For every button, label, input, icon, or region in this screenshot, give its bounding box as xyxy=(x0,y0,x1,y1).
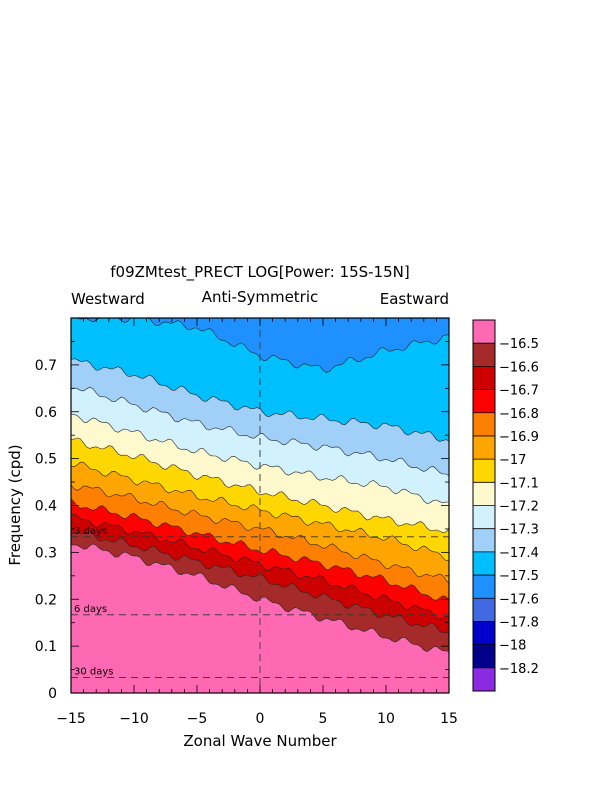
colorbar-label-10: −17.4 xyxy=(499,546,539,561)
x-tick-label: 15 xyxy=(440,711,458,727)
y-tick-labels: 0 0.1 0.2 0.3 0.4 0.5 0.6 0.7 xyxy=(35,358,57,702)
x-axis-label: Zonal Wave Number xyxy=(183,732,337,750)
colorbar-swatch-3 xyxy=(473,366,495,390)
y-axis-label: Frequency (cpd) xyxy=(6,444,24,565)
contour-band-9 xyxy=(71,387,449,504)
x-tick-label: 5 xyxy=(319,711,328,727)
colorbar-swatch-9 xyxy=(473,505,495,529)
y-tick-label: 0.5 xyxy=(35,452,57,468)
y-tick-label: 0.4 xyxy=(35,499,57,515)
x-tick-label: 10 xyxy=(377,711,395,727)
colorbar-label-5: −16.9 xyxy=(499,430,539,445)
reference-lines: 3 days 6 days 30 days xyxy=(71,526,449,678)
y-tick-label: 0.1 xyxy=(35,639,57,655)
x-tick-label: −15 xyxy=(56,711,86,727)
colorbar-swatch-1 xyxy=(473,320,495,344)
y-tick-label: 0.3 xyxy=(35,545,57,561)
colorbar-label-4: −16.8 xyxy=(499,407,539,422)
reference-label-1: 3 days xyxy=(74,526,107,537)
y-tick-label: 0.7 xyxy=(35,358,57,374)
contour-line-7 xyxy=(71,437,449,533)
contour-line-6 xyxy=(71,461,449,562)
colorbar-swatch-15 xyxy=(473,644,495,669)
chart-title: f09ZMtest_PRECT LOG[Power: 15S-15N] xyxy=(110,263,409,282)
colorbar-label-1: −16.5 xyxy=(499,337,539,352)
eastward-label: Eastward xyxy=(380,290,449,308)
colorbar-label-11: −17.5 xyxy=(499,569,539,584)
colorbar: −16.5 −16.6 −16.7 −16.8 −16.9 −17 −17.1 −17.2 −1… xyxy=(472,319,539,692)
westward-label: Westward xyxy=(71,290,145,308)
contour-line-9 xyxy=(71,386,449,476)
colorbar-label-9: −17.3 xyxy=(499,523,539,538)
x-tick-label: −10 xyxy=(119,711,149,727)
colorbar-swatch-7 xyxy=(473,459,495,483)
colorbar-label-8: −17.2 xyxy=(499,500,539,515)
colorbar-label-12: −17.6 xyxy=(499,592,539,607)
reference-label-3: 30 days xyxy=(74,666,114,677)
colorbar-swatch-11 xyxy=(473,551,495,576)
chart-subtitle: Anti-Symmetric xyxy=(202,288,319,306)
colorbar-swatch-16 xyxy=(473,667,495,692)
x-tick-label: −5 xyxy=(187,711,208,727)
colorbar-label-14: −18 xyxy=(499,639,526,654)
colorbar-label-15: −18.2 xyxy=(499,662,539,677)
colorbar-swatch-6 xyxy=(473,435,495,460)
x-tick-label: 0 xyxy=(256,711,265,727)
axis-ticks xyxy=(70,317,450,694)
colorbar-label-2: −16.6 xyxy=(499,360,539,375)
colorbar-label-7: −17.1 xyxy=(499,476,539,491)
plot-frame xyxy=(70,317,450,694)
colorbar-swatch-8 xyxy=(473,482,495,506)
colorbar-label-13: −17.8 xyxy=(499,615,539,630)
colorbar-swatch-5 xyxy=(473,412,495,437)
colorbar-swatch-4 xyxy=(473,389,495,414)
contour-band-5 xyxy=(71,484,449,601)
colorbar-label-6: −17 xyxy=(499,453,526,468)
colorbar-swatch-10 xyxy=(473,528,495,553)
contour-band-8 xyxy=(71,414,449,533)
colorbar-swatch-12 xyxy=(473,575,495,599)
colorbar-swatch-2 xyxy=(473,343,495,367)
y-tick-label: 0.2 xyxy=(35,592,57,608)
plot-area: 3 days 6 days 30 days xyxy=(70,317,450,694)
colorbar-swatch-14 xyxy=(473,621,495,645)
y-tick-label: 0.6 xyxy=(35,405,57,421)
reference-label-2: 6 days xyxy=(74,604,107,615)
contour-band-2 xyxy=(71,531,449,652)
colorbar-label-3: −16.7 xyxy=(499,384,539,399)
x-tick-labels: −15 −10 −5 0 5 10 15 xyxy=(56,711,458,727)
colorbar-swatch-13 xyxy=(473,598,495,622)
y-tick-label: 0 xyxy=(48,686,57,702)
